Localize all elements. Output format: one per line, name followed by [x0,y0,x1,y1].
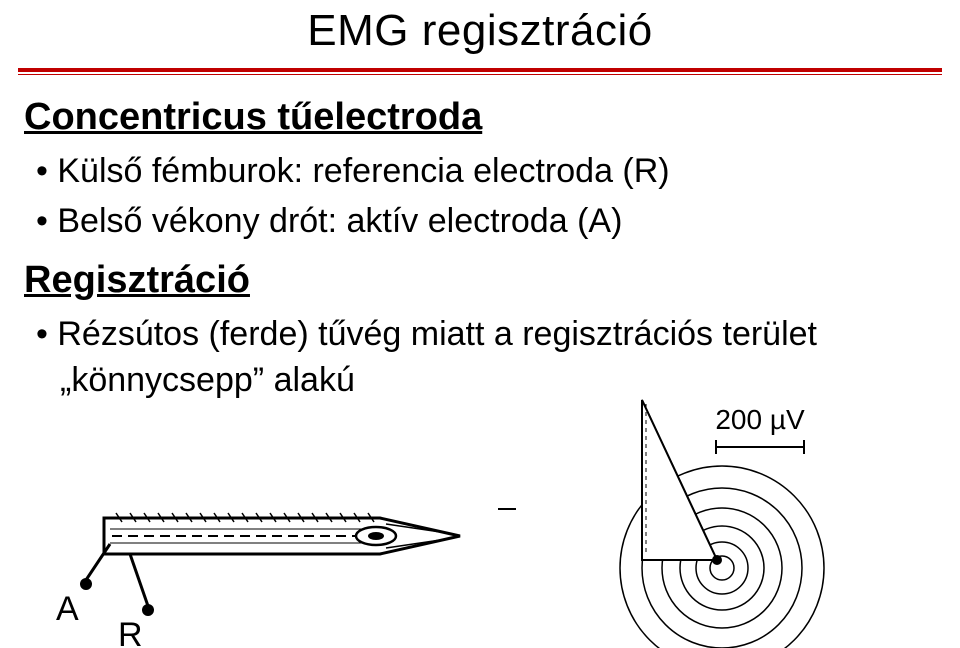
section2-heading: Regisztráció [24,259,936,302]
section1-heading: Concentricus tűelectroda [24,96,936,139]
title-divider [18,68,942,75]
section1-item-0: Külső fémburok: referencia electroda (R) [24,149,936,195]
teardrop-svg [542,390,882,648]
section2-item-suffix: alakú [264,361,355,399]
section1-list: Külső fémburok: referencia electroda (R)… [24,149,936,245]
label-A: A [56,590,79,629]
needle-diagram [50,480,480,640]
section2-item-prefix: Rézsútos (ferde) tűvég miatt a regisztrá… [57,315,817,353]
connector-dash [498,508,516,510]
section2-item-quoted: könnycsepp [60,361,264,399]
teardrop-diagram [542,390,882,648]
needle-svg [50,480,480,640]
label-R: R [118,616,143,648]
section1-item-1: Belső vékony drót: aktív electroda (A) [24,199,936,245]
page-title: EMG regisztráció [0,6,960,56]
content-area: Concentricus tűelectroda Külső fémburok:… [24,90,936,418]
